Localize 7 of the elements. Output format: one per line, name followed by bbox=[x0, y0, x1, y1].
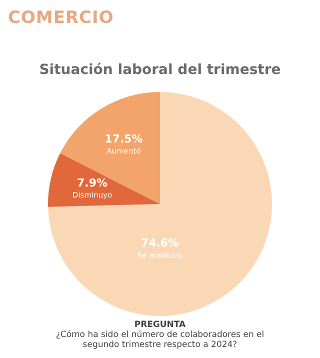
data-label: 7.9% bbox=[77, 176, 108, 190]
data-label: 74.6% bbox=[140, 236, 180, 250]
text: PREGUNTA bbox=[133, 320, 187, 330]
chart-title: Situación laboral del trimestre bbox=[38, 62, 282, 78]
chart-subtitle: COMERCIO bbox=[8, 8, 114, 28]
data-label: 17.5% bbox=[104, 132, 143, 146]
text: ¿Cómo ha sido el número de colaboradores en el segundo trimestre respecto a 2024? bbox=[54, 330, 266, 351]
